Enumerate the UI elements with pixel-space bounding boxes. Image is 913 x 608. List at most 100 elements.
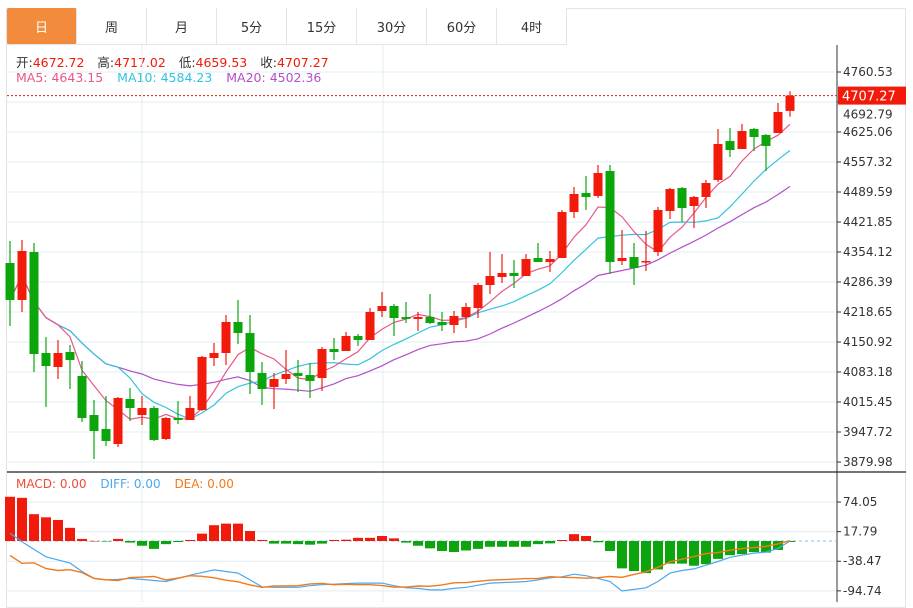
candle[interactable]: [53, 340, 63, 379]
candle-body: [521, 259, 531, 277]
high-value: 4717.02: [114, 55, 166, 70]
tab-3[interactable]: 5分: [217, 8, 287, 45]
price-tick-label: 4286.39: [843, 275, 893, 289]
tab-0[interactable]: 日: [7, 8, 77, 45]
diff-value: DIFF: 0.00: [100, 477, 161, 491]
macd-bar: [401, 541, 411, 543]
candle-body: [161, 418, 171, 440]
candle[interactable]: [377, 292, 387, 317]
candle[interactable]: [173, 401, 183, 424]
candle[interactable]: [581, 176, 591, 210]
candle-body: [185, 408, 195, 421]
candle[interactable]: [749, 127, 759, 151]
candle-body: [533, 257, 543, 262]
candle[interactable]: [473, 283, 483, 319]
candle[interactable]: [401, 302, 411, 324]
candle[interactable]: [533, 243, 543, 262]
tab-6[interactable]: 60分: [427, 8, 497, 45]
candle[interactable]: [341, 331, 351, 351]
candle[interactable]: [209, 342, 219, 367]
candle[interactable]: [269, 373, 279, 409]
candle[interactable]: [365, 307, 375, 341]
candle[interactable]: [245, 314, 255, 395]
candle-body: [641, 261, 651, 263]
tab-1[interactable]: 周: [77, 8, 147, 45]
candle[interactable]: [449, 311, 459, 334]
candle[interactable]: [509, 259, 519, 289]
candle[interactable]: [17, 240, 27, 312]
candle[interactable]: [677, 186, 687, 222]
tab-4[interactable]: 15分: [287, 8, 357, 45]
candle[interactable]: [413, 311, 423, 331]
candle[interactable]: [29, 243, 39, 372]
candle[interactable]: [281, 349, 291, 384]
candle[interactable]: [521, 254, 531, 277]
candle[interactable]: [389, 304, 399, 336]
candle[interactable]: [725, 127, 735, 158]
candle[interactable]: [701, 179, 711, 208]
candle[interactable]: [353, 333, 363, 346]
candle[interactable]: [653, 207, 663, 256]
macd-bar: [581, 536, 591, 541]
macd-bar: [773, 541, 783, 550]
candle[interactable]: [305, 363, 315, 398]
macd-bar: [329, 539, 339, 541]
candle[interactable]: [65, 344, 75, 390]
candle[interactable]: [161, 416, 171, 440]
candle[interactable]: [773, 103, 783, 134]
candle[interactable]: [5, 240, 15, 326]
macd-value: MACD: 0.00: [16, 477, 87, 491]
candle[interactable]: [761, 134, 771, 172]
candle[interactable]: [425, 293, 435, 324]
candle[interactable]: [221, 314, 231, 365]
candle[interactable]: [113, 397, 123, 447]
candle[interactable]: [137, 395, 147, 426]
candle[interactable]: [785, 91, 795, 117]
candle[interactable]: [89, 399, 99, 459]
candle-body: [29, 252, 39, 355]
candle[interactable]: [545, 250, 555, 272]
tab-2[interactable]: 月: [147, 8, 217, 45]
candle[interactable]: [617, 229, 627, 265]
candle[interactable]: [461, 302, 471, 329]
candle[interactable]: [641, 231, 651, 272]
candle[interactable]: [149, 406, 159, 441]
macd-bar: [41, 517, 51, 541]
candle[interactable]: [629, 243, 639, 286]
macd-bar: [341, 539, 351, 541]
candle[interactable]: [605, 164, 615, 274]
candle[interactable]: [713, 129, 723, 182]
tab-7[interactable]: 4时: [497, 8, 567, 45]
candle[interactable]: [77, 361, 87, 422]
candle[interactable]: [689, 195, 699, 229]
candle[interactable]: [197, 355, 207, 411]
candle[interactable]: [185, 395, 195, 421]
candle[interactable]: [497, 254, 507, 284]
candle[interactable]: [101, 395, 111, 447]
macd-bar: [497, 541, 507, 547]
macd-bar: [221, 523, 231, 541]
candle-body: [461, 307, 471, 317]
candle[interactable]: [233, 299, 243, 345]
candle[interactable]: [737, 124, 747, 149]
candle[interactable]: [125, 387, 135, 421]
ma-info: MA5: 4643.15 MA10: 4584.23 MA20: 4502.36: [16, 70, 321, 85]
tab-5[interactable]: 30分: [357, 8, 427, 45]
candle[interactable]: [485, 252, 495, 294]
candle-body: [269, 378, 279, 388]
candle[interactable]: [569, 186, 579, 218]
candle[interactable]: [293, 359, 303, 393]
macd-bar: [461, 541, 471, 551]
candle[interactable]: [329, 337, 339, 360]
candle[interactable]: [593, 164, 603, 198]
macd-bar: [233, 523, 243, 541]
candle[interactable]: [257, 361, 267, 405]
macd-bar: [665, 541, 675, 564]
candle[interactable]: [437, 311, 447, 331]
candle[interactable]: [665, 188, 675, 220]
candle-body: [725, 141, 735, 151]
candle[interactable]: [41, 337, 51, 407]
candle[interactable]: [317, 347, 327, 391]
candle[interactable]: [557, 209, 567, 258]
